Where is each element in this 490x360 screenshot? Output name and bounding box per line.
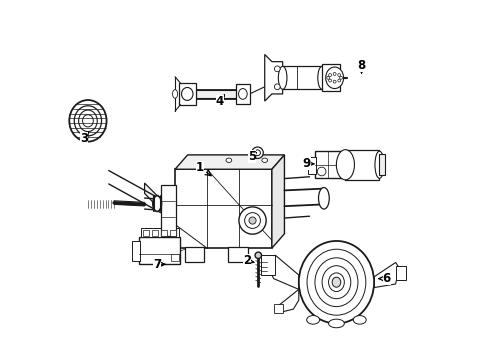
Ellipse shape bbox=[375, 151, 384, 178]
Ellipse shape bbox=[329, 319, 344, 328]
Ellipse shape bbox=[153, 196, 161, 211]
Ellipse shape bbox=[318, 167, 326, 176]
Ellipse shape bbox=[329, 273, 344, 292]
Polygon shape bbox=[272, 155, 285, 248]
Bar bbox=[283, 66, 322, 89]
Ellipse shape bbox=[69, 100, 107, 141]
Bar bbox=[161, 230, 167, 235]
Text: 5: 5 bbox=[248, 150, 256, 163]
Ellipse shape bbox=[299, 241, 374, 323]
Bar bbox=[261, 255, 275, 275]
Text: 9: 9 bbox=[302, 157, 314, 170]
Bar bbox=[132, 241, 140, 261]
Bar bbox=[196, 90, 237, 98]
Ellipse shape bbox=[327, 76, 330, 79]
Ellipse shape bbox=[333, 80, 336, 83]
Ellipse shape bbox=[262, 158, 268, 162]
Ellipse shape bbox=[333, 72, 336, 75]
Bar bbox=[228, 247, 247, 262]
Ellipse shape bbox=[252, 147, 263, 158]
Polygon shape bbox=[145, 183, 161, 210]
Bar bbox=[172, 254, 179, 261]
Bar bbox=[139, 237, 180, 264]
Ellipse shape bbox=[322, 266, 351, 299]
Ellipse shape bbox=[255, 150, 260, 156]
Bar bbox=[395, 266, 406, 280]
Bar bbox=[315, 151, 342, 178]
Polygon shape bbox=[265, 54, 283, 101]
Text: 2: 2 bbox=[243, 254, 254, 267]
Ellipse shape bbox=[245, 213, 260, 228]
Ellipse shape bbox=[239, 207, 266, 234]
Text: 4: 4 bbox=[216, 95, 224, 108]
Bar bbox=[345, 150, 379, 180]
Ellipse shape bbox=[307, 249, 366, 315]
Ellipse shape bbox=[249, 217, 256, 224]
Ellipse shape bbox=[274, 84, 280, 90]
Ellipse shape bbox=[172, 90, 177, 98]
Bar bbox=[170, 230, 176, 235]
Ellipse shape bbox=[226, 158, 232, 162]
Polygon shape bbox=[275, 289, 299, 313]
Ellipse shape bbox=[332, 277, 341, 287]
Ellipse shape bbox=[74, 106, 101, 136]
Ellipse shape bbox=[329, 79, 332, 82]
Bar bbox=[308, 157, 316, 174]
Ellipse shape bbox=[340, 76, 343, 79]
Ellipse shape bbox=[353, 316, 366, 324]
Bar bbox=[175, 169, 272, 248]
Bar bbox=[141, 228, 179, 237]
Polygon shape bbox=[374, 262, 399, 288]
Ellipse shape bbox=[274, 66, 280, 72]
Bar bbox=[185, 247, 204, 262]
Ellipse shape bbox=[336, 150, 354, 180]
Ellipse shape bbox=[315, 258, 358, 307]
Ellipse shape bbox=[326, 67, 343, 89]
Ellipse shape bbox=[181, 87, 193, 100]
Ellipse shape bbox=[239, 89, 247, 99]
Text: 6: 6 bbox=[379, 272, 391, 285]
Ellipse shape bbox=[307, 316, 319, 324]
Text: 3: 3 bbox=[80, 132, 89, 145]
Bar bbox=[236, 84, 250, 104]
Text: 7: 7 bbox=[153, 258, 165, 271]
Bar bbox=[143, 230, 149, 235]
Ellipse shape bbox=[78, 110, 97, 132]
Ellipse shape bbox=[255, 252, 262, 258]
Text: 8: 8 bbox=[357, 59, 366, 73]
Ellipse shape bbox=[329, 74, 332, 76]
Bar bbox=[161, 185, 176, 236]
Ellipse shape bbox=[278, 66, 287, 89]
Ellipse shape bbox=[338, 79, 341, 82]
Bar bbox=[274, 304, 283, 313]
Ellipse shape bbox=[338, 74, 341, 76]
Bar bbox=[179, 83, 196, 105]
Polygon shape bbox=[175, 155, 285, 169]
Polygon shape bbox=[267, 255, 299, 289]
Text: 1: 1 bbox=[196, 161, 211, 176]
Ellipse shape bbox=[318, 66, 326, 89]
Bar bbox=[322, 64, 340, 91]
Bar bbox=[152, 230, 158, 235]
Bar bbox=[379, 154, 385, 175]
Ellipse shape bbox=[82, 115, 93, 127]
Ellipse shape bbox=[318, 188, 329, 209]
